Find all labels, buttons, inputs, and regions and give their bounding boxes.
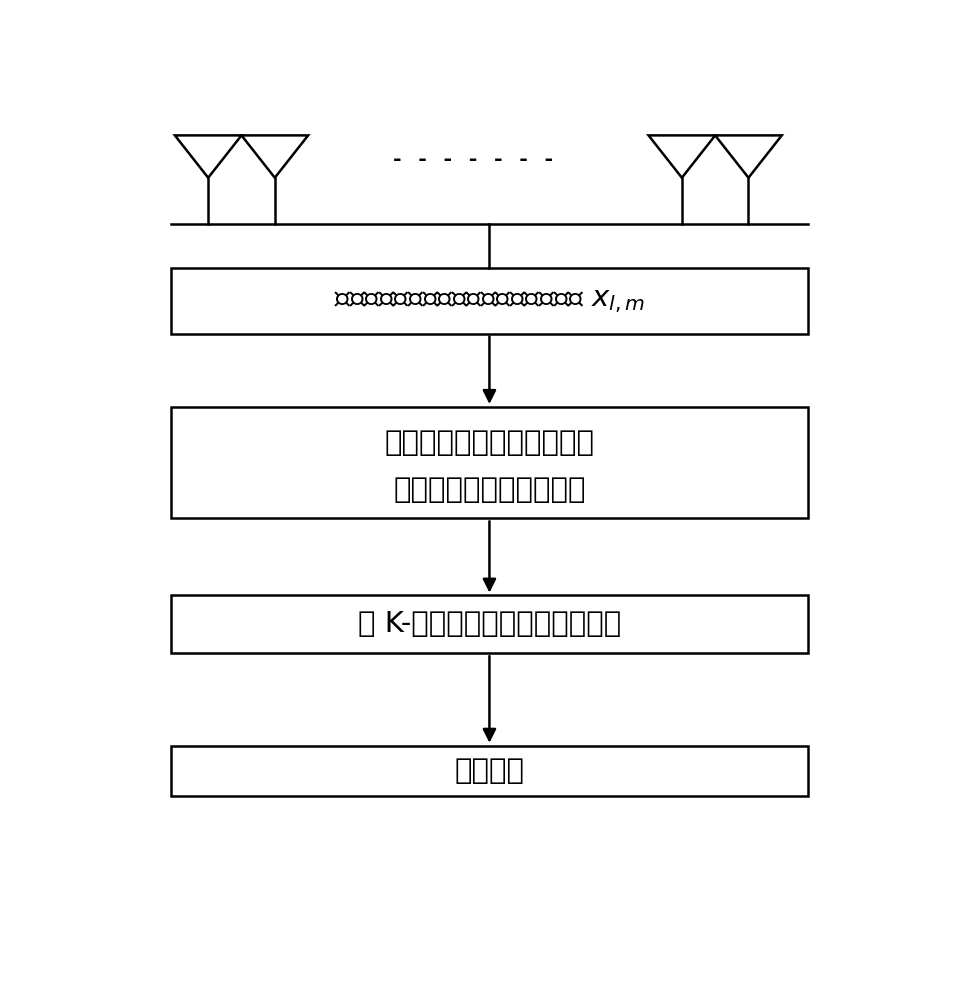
Text: 用噪声驱动压缩传感算法重构稀疏信号 $x_{l,m}$: 用噪声驱动压缩传感算法重构稀疏信号 $x_{l,m}$ <box>334 287 645 315</box>
Text: 用 K-均值方法对潜目标进行分群: 用 K-均值方法对潜目标进行分群 <box>358 610 621 638</box>
Text: 把潜在的目标占用的点从和: 把潜在的目标占用的点从和 <box>385 429 594 457</box>
FancyBboxPatch shape <box>171 407 808 518</box>
Text: - - - - - - -: - - - - - - - <box>392 150 555 170</box>
Text: 噪声对应的点中区分出来: 噪声对应的点中区分出来 <box>393 476 585 504</box>
FancyBboxPatch shape <box>171 746 808 796</box>
FancyBboxPatch shape <box>171 595 808 653</box>
FancyBboxPatch shape <box>171 268 808 334</box>
Text: 输出轨迹: 输出轨迹 <box>455 757 524 785</box>
